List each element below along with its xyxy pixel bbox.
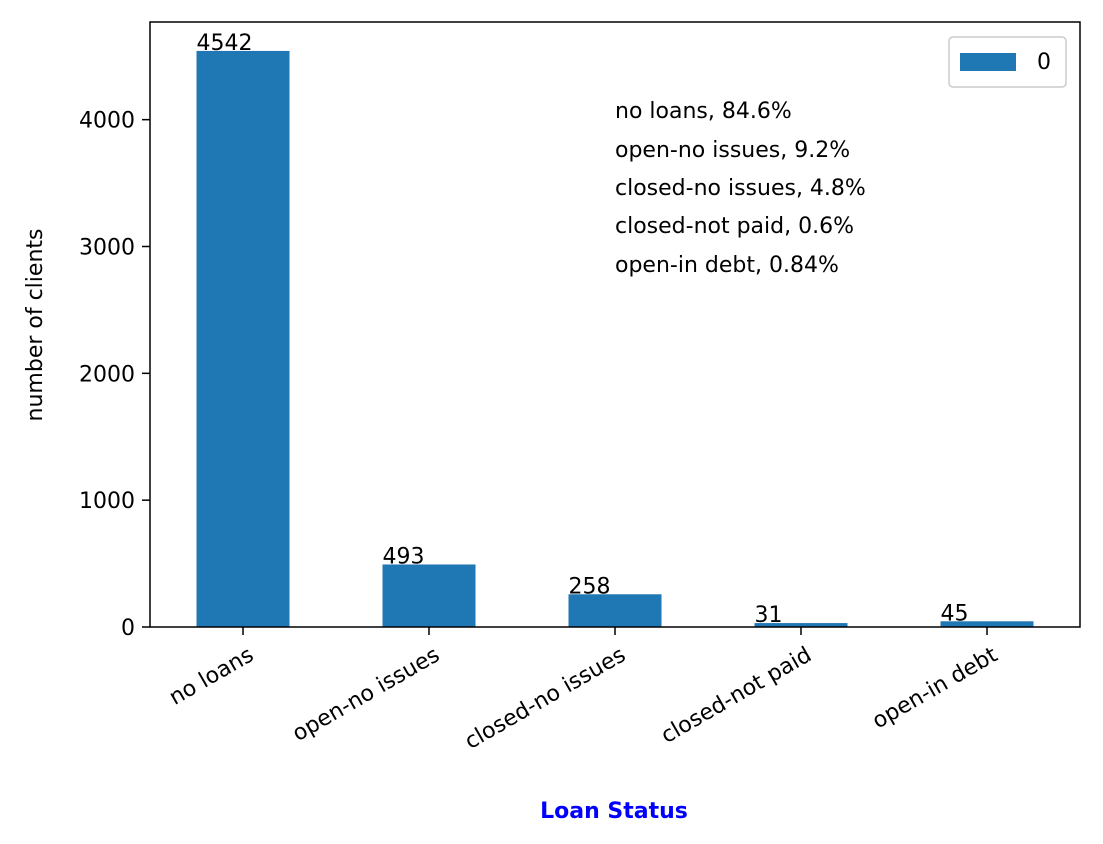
x-axis: no loans open-no issues closed-no issues cl… — [165, 627, 1002, 755]
bar-value-label: 493 — [383, 544, 425, 569]
legend: 0 — [948, 36, 1067, 88]
y-tick-label: 2000 — [79, 362, 135, 387]
x-tick-label: closed-no issues — [461, 643, 630, 755]
bar-value-label: 4542 — [197, 31, 253, 56]
annotation-line: open-in debt, 0.84% — [615, 253, 839, 278]
y-tick-label: 4000 — [79, 109, 135, 134]
annotation-line: closed-not paid, 0.6% — [615, 214, 854, 239]
bar-value-label: 31 — [755, 603, 783, 628]
annotation-line: open-no issues, 9.2% — [615, 138, 850, 163]
bars-layer — [196, 50, 1034, 628]
legend-label: 0 — [1037, 50, 1051, 75]
bar — [382, 564, 476, 627]
annotation-line: closed-no issues, 4.8% — [615, 176, 866, 201]
y-axis-title: number of clients — [23, 229, 48, 422]
bar — [568, 594, 662, 627]
x-tick-label: closed-not paid — [657, 643, 816, 749]
data-labels-layer: 4542 493 258 31 45 — [197, 31, 969, 628]
plot-area — [150, 22, 1080, 627]
x-tick-label: no loans — [165, 643, 258, 711]
y-tick-label: 3000 — [79, 235, 135, 260]
bar — [940, 621, 1034, 627]
y-tick-label: 1000 — [79, 489, 135, 514]
x-tick-label: open-in debt — [868, 642, 1002, 734]
bar-value-label: 258 — [569, 574, 611, 599]
x-tick-label: open-no issues — [288, 643, 444, 747]
bar-value-label: 45 — [941, 601, 969, 626]
annotation-line: no loans, 84.6% — [615, 99, 792, 124]
plot-frame — [149, 21, 1081, 628]
x-axis-title: Loan Status — [540, 799, 688, 824]
annotation-block: no loans, 84.6% open-no issues, 9.2% clo… — [615, 99, 866, 278]
legend-swatch — [960, 53, 1016, 71]
bar — [196, 50, 290, 628]
y-axis: 0 1000 2000 3000 4000 — [79, 109, 150, 641]
bar — [754, 623, 848, 627]
y-tick-label: 0 — [121, 616, 135, 641]
